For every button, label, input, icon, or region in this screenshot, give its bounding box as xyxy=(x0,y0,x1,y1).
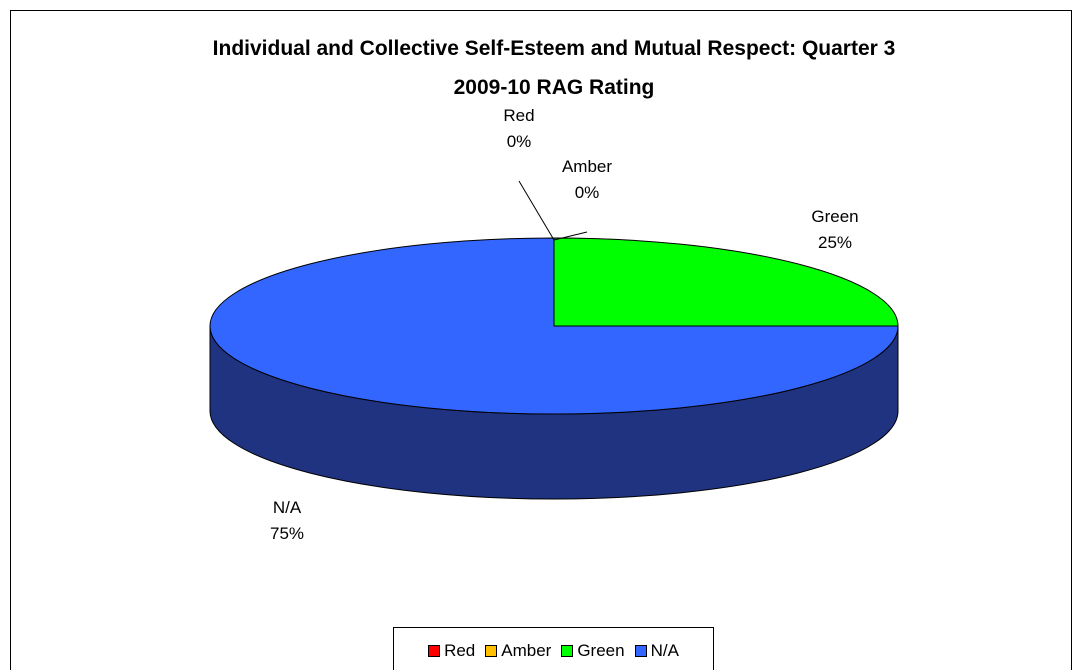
legend-swatch-na xyxy=(634,645,647,657)
legend-swatch-red xyxy=(428,645,441,657)
data-label-value-amber: 0% xyxy=(575,183,600,202)
leader-line-red xyxy=(518,180,555,241)
data-label-name-na: N/A xyxy=(273,498,302,517)
legend-item-amber: Amber xyxy=(485,641,551,661)
data-labels: Red 0% Amber 0% Green 25% N/A 75% xyxy=(270,106,859,543)
legend-item-red: Red xyxy=(428,641,475,661)
data-label-name-green: Green xyxy=(811,207,858,226)
legend-label-green: Green xyxy=(577,641,625,660)
legend-swatch-amber xyxy=(485,645,498,657)
data-label-value-red: 0% xyxy=(507,132,532,151)
chart-title-line-1: Individual and Collective Self-Esteem an… xyxy=(213,37,896,60)
data-label-name-red: Red xyxy=(503,106,534,125)
data-label-value-na: 75% xyxy=(270,524,304,543)
leader-line-amber xyxy=(553,231,588,241)
legend-label-red: Red xyxy=(444,641,476,660)
legend: Red Amber Green N/A xyxy=(393,627,714,670)
chart-title-line-2: 2009-10 RAG Rating xyxy=(454,76,655,99)
legend-swatch-green xyxy=(561,645,574,657)
pie-slice-na xyxy=(209,237,899,415)
legend-label-amber: Amber xyxy=(501,641,552,660)
data-label-value-green: 25% xyxy=(818,233,852,252)
legend-item-green: Green xyxy=(561,641,625,661)
legend-item-na: N/A xyxy=(634,641,679,661)
data-label-name-amber: Amber xyxy=(562,157,612,176)
pie-slices xyxy=(209,237,899,500)
legend-label-na: N/A xyxy=(650,641,679,660)
pie-slice-green xyxy=(553,237,899,327)
